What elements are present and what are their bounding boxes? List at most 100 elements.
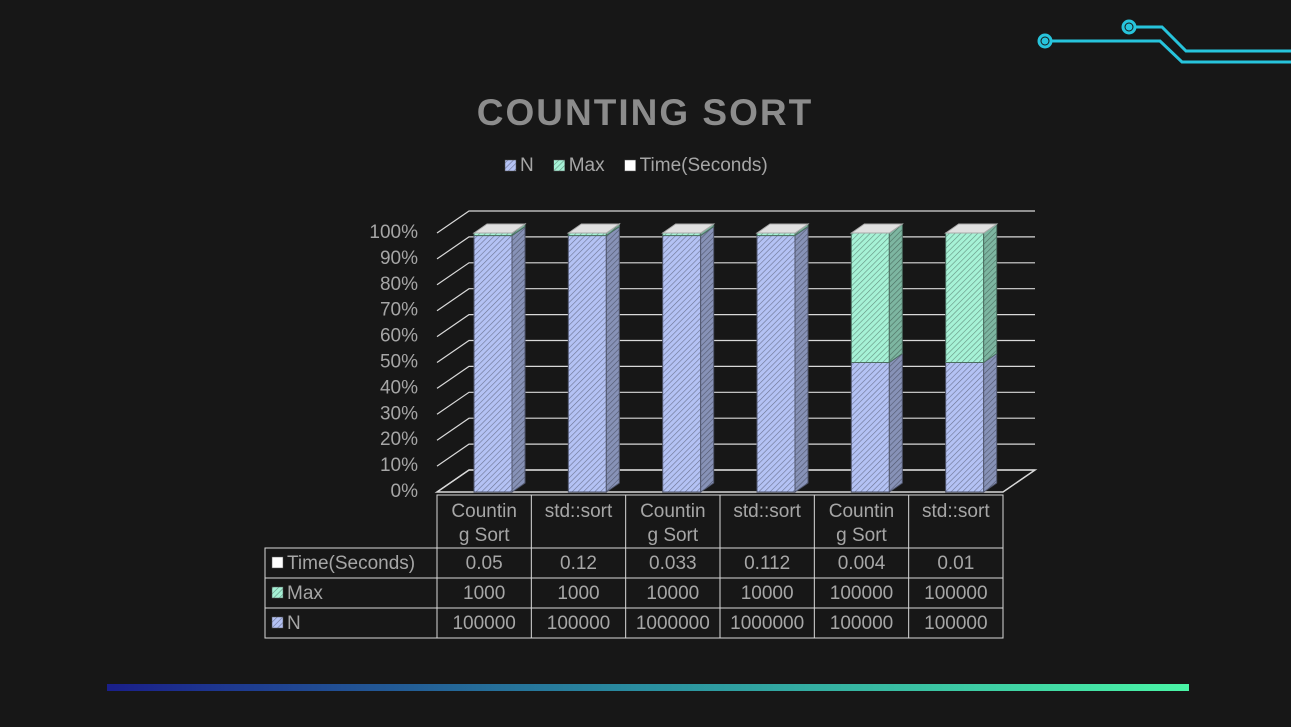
bar-front	[945, 232, 985, 364]
table-row-label: N	[287, 613, 301, 634]
x-tick-label: std::sort	[545, 501, 613, 522]
table-cell: 100000	[830, 583, 893, 604]
grid-line	[436, 236, 1035, 260]
table-cell: 0.12	[560, 553, 597, 574]
grid-line	[436, 314, 1035, 338]
bar-side	[511, 225, 526, 493]
x-tick-label: Countin g Sort	[829, 501, 895, 546]
y-tick-label: 100%	[369, 222, 418, 243]
table-legend-key	[271, 616, 284, 629]
y-tick-label: 80%	[380, 274, 418, 295]
y-tick-label: 90%	[380, 248, 418, 269]
table-cell: 100000	[830, 613, 893, 634]
grid-line	[436, 417, 1035, 441]
accent-bar	[107, 684, 1189, 691]
table-row-label: Time(Seconds)	[287, 553, 415, 574]
bar-top	[566, 223, 621, 234]
bar-segment	[944, 223, 999, 234]
bar-top	[944, 223, 999, 234]
y-tick-label: 0%	[391, 481, 419, 502]
bar-front	[473, 235, 513, 493]
bar-segment	[661, 223, 716, 234]
table-row-label: Max	[287, 583, 323, 604]
bar-front	[756, 235, 796, 493]
chart-title: COUNTING SORT	[477, 92, 813, 133]
y-tick-label: 40%	[380, 377, 418, 398]
bar-side	[605, 225, 620, 493]
bar-side	[700, 225, 715, 493]
bar-segment	[945, 223, 998, 364]
bar-segment	[472, 223, 527, 234]
y-tick-label: 70%	[380, 300, 418, 321]
legend-label: Time(Seconds)	[640, 155, 768, 176]
x-tick-label: Countin g Sort	[451, 501, 517, 546]
table-cell: 1000000	[730, 613, 804, 634]
legend-swatch	[624, 159, 636, 172]
table-legend-key	[271, 556, 284, 569]
bar-segment	[849, 223, 904, 234]
legend-swatch	[553, 159, 565, 172]
grid-line	[436, 391, 1035, 415]
legend-label: Max	[569, 155, 605, 176]
chart: 0% 10% 20% 30% 40% 50% 60% 70% 80% 90% 100% N Max Tim…	[264, 155, 1038, 639]
grid-line	[436, 339, 1035, 363]
bar-top	[661, 223, 716, 234]
bar-side	[888, 223, 903, 364]
bar-side	[983, 223, 998, 364]
table-cell: 100000	[924, 583, 987, 604]
table-legend-key	[271, 586, 284, 599]
bar-top	[472, 223, 527, 234]
table-cell: 100000	[547, 613, 610, 634]
x-tick-label: std::sort	[922, 501, 990, 522]
y-tick-label: 30%	[380, 403, 418, 424]
circuit-decoration	[1037, 19, 1291, 64]
bar-segment	[756, 225, 809, 493]
bar-segment	[566, 223, 621, 234]
x-tick-label: Countin g Sort	[640, 501, 706, 546]
grid-line	[436, 469, 1035, 493]
bar-top	[755, 223, 810, 234]
table-cell: 1000000	[636, 613, 710, 634]
bar-segment	[662, 225, 715, 493]
bar-front	[850, 362, 890, 493]
table-cell: 10000	[741, 583, 794, 604]
table-cell: 100000	[924, 613, 987, 634]
bar-front	[567, 235, 607, 493]
grid-line	[436, 210, 1035, 234]
y-tick-label: 50%	[380, 352, 418, 373]
legend-label: N	[520, 155, 534, 176]
bar-front	[945, 362, 985, 493]
table-cell: 0.05	[466, 553, 503, 574]
table-cell: 10000	[646, 583, 699, 604]
grid-line	[436, 288, 1035, 312]
bar-front	[662, 235, 702, 493]
table-cell: 1000	[557, 583, 599, 604]
bar-segment	[473, 225, 526, 493]
bar-segment	[945, 352, 998, 493]
y-tick-label: 10%	[380, 455, 418, 476]
bar-segment	[755, 223, 810, 234]
y-tick-label: 20%	[380, 429, 418, 450]
bar-segment	[850, 352, 903, 493]
bar-side	[888, 352, 903, 493]
legend-swatch	[504, 159, 517, 172]
bar-segment	[850, 223, 903, 364]
bar-segment	[567, 225, 620, 493]
bar-front	[850, 232, 890, 363]
table-cell: 100000	[452, 613, 515, 634]
x-tick-label: std::sort	[733, 501, 801, 522]
table-cell: 0.01	[937, 553, 974, 574]
bar-top	[849, 223, 904, 234]
table-cell: 0.004	[838, 553, 886, 574]
table-cell: 0.033	[649, 553, 697, 574]
table-cell: 1000	[463, 583, 505, 604]
table-cell: 0.112	[744, 553, 790, 574]
grid-line	[436, 365, 1035, 389]
table-row-border	[264, 607, 1004, 639]
bar-side	[794, 225, 809, 493]
grid-line	[436, 262, 1035, 286]
grid-line	[436, 443, 1035, 467]
y-tick-label: 60%	[380, 326, 418, 347]
